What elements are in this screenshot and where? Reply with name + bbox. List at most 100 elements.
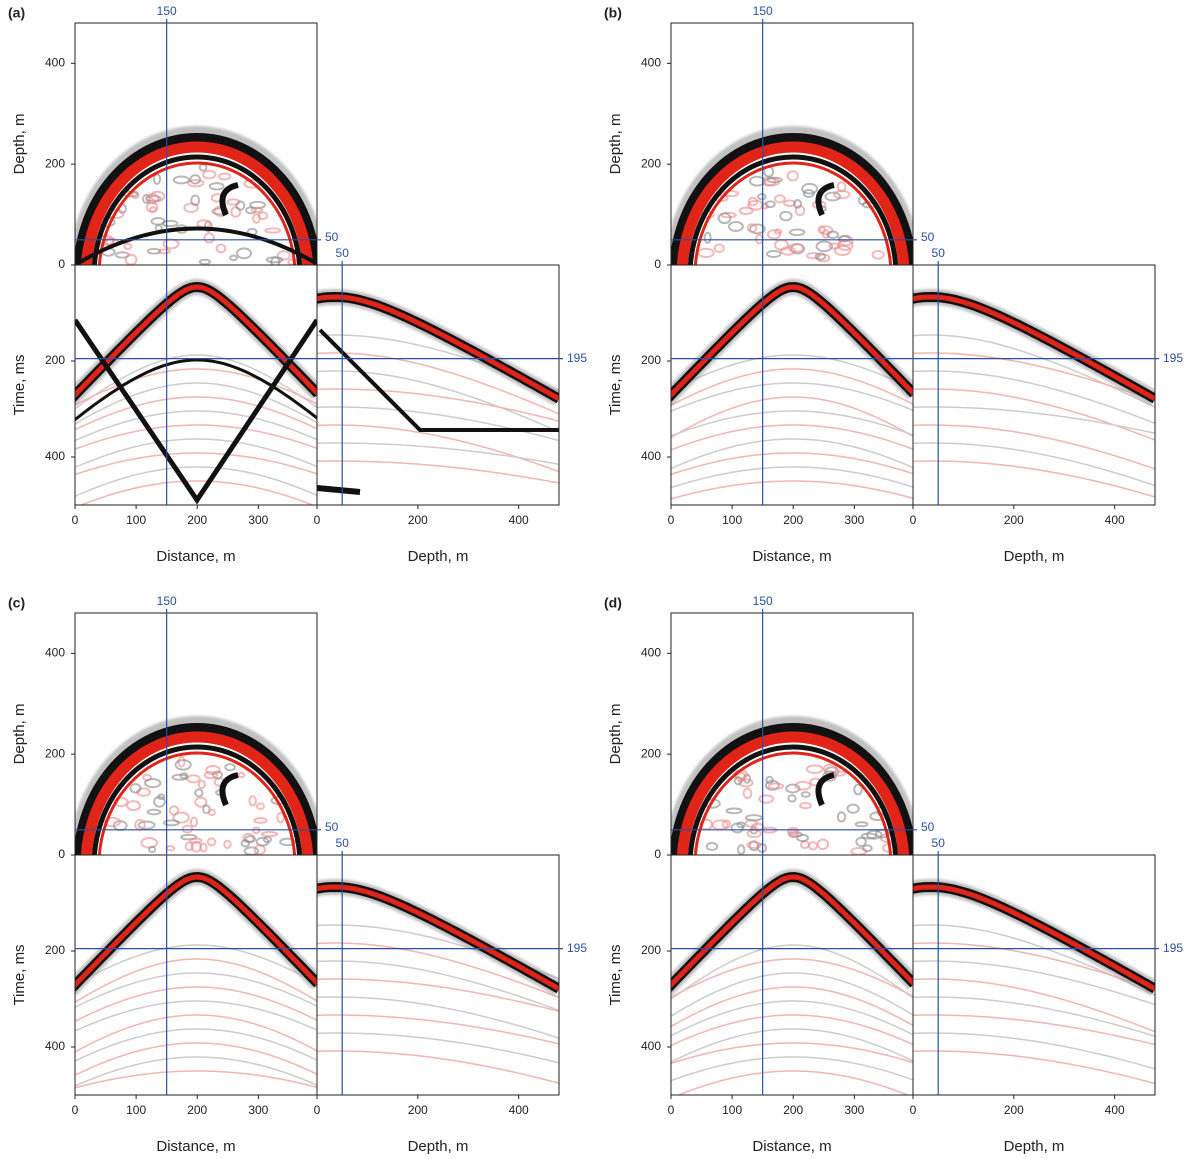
- reflector: [913, 460, 1155, 498]
- texture: [717, 212, 732, 225]
- texture: [235, 247, 253, 260]
- texture: [168, 805, 180, 816]
- texture: [197, 779, 206, 790]
- texture: [137, 820, 156, 830]
- reflector: [671, 284, 913, 399]
- y-tick-label: 200: [641, 353, 661, 367]
- reflector: [913, 352, 1155, 402]
- texture: [237, 771, 246, 779]
- crosshair-label: 150: [157, 4, 177, 18]
- reflector: [913, 406, 1155, 434]
- reflector: [671, 1056, 913, 1082]
- texture: [805, 764, 824, 774]
- texture: [253, 816, 268, 824]
- reflector: [671, 368, 913, 407]
- texture: [779, 210, 793, 222]
- plot-frame: [316, 264, 560, 506]
- texture: [103, 816, 122, 828]
- reflector: [693, 751, 893, 855]
- x-tick-label: 300: [844, 1103, 864, 1117]
- texture: [199, 842, 208, 853]
- y-tick-label: 400: [45, 1039, 65, 1053]
- texture: [188, 837, 203, 844]
- reflector: [318, 328, 559, 432]
- x-axis-label: Distance, m: [156, 1138, 235, 1155]
- texture: [749, 223, 766, 235]
- texture: [146, 247, 162, 255]
- texture: [747, 196, 758, 207]
- reflector: [97, 161, 297, 265]
- texture: [255, 836, 270, 847]
- texture: [730, 822, 745, 834]
- texture: [725, 807, 743, 815]
- reflector: [75, 874, 317, 989]
- texture: [793, 199, 803, 209]
- panel: (c) 0 200 400 200 400 0 100 200 300 0 200 400 Depth, …: [8, 594, 587, 1155]
- panel: (a) 0 200 400 200 400 0 100 200 300 0 200 400 Depth, …: [8, 4, 587, 565]
- y-tick-label: 400: [641, 449, 661, 463]
- reflector: [317, 294, 559, 401]
- reflector: [75, 382, 317, 425]
- reflector: [671, 874, 913, 989]
- texture: [165, 845, 176, 852]
- crosshair-label: 150: [753, 594, 773, 608]
- texture: [727, 221, 744, 233]
- crosshair-label: 50: [921, 820, 935, 834]
- texture: [794, 780, 812, 791]
- texture: [256, 802, 265, 811]
- texture: [202, 169, 217, 180]
- reflector: [671, 1014, 913, 1047]
- reflector: [913, 996, 1155, 1038]
- reflector: [913, 388, 1155, 441]
- texture: [756, 193, 767, 201]
- crosshair-label: 195: [567, 351, 587, 365]
- x-tick-label: 100: [126, 1103, 146, 1117]
- y-tick-label: 200: [45, 156, 65, 170]
- seismic-image: [317, 288, 559, 495]
- y-tick-label: 0: [654, 847, 661, 861]
- texture: [180, 833, 198, 841]
- texture: [257, 211, 269, 221]
- seismic-image: [75, 868, 317, 1089]
- crosshair-label: 50: [932, 246, 946, 260]
- texture: [705, 841, 719, 851]
- texture: [140, 837, 159, 849]
- plot-frame: [912, 264, 1156, 506]
- texture: [194, 796, 208, 808]
- texture: [853, 783, 863, 796]
- reflector: [913, 294, 1155, 401]
- reflector: [317, 978, 559, 1013]
- texture: [786, 170, 799, 182]
- texture: [721, 819, 732, 829]
- texture: [264, 227, 282, 234]
- panel-label: (b): [604, 5, 622, 21]
- texture: [190, 194, 201, 207]
- panel: (b) 0 200 400 200 400 0 100 200 300 0 200 400 Depth, …: [604, 4, 1183, 565]
- texture: [722, 189, 740, 198]
- reflector: [219, 182, 239, 217]
- texture: [833, 244, 852, 256]
- texture: [276, 250, 291, 261]
- y-axis-label: Time, ms: [11, 944, 28, 1005]
- reflector: [75, 452, 317, 476]
- reflector: [317, 388, 559, 422]
- reflector: [75, 972, 317, 1009]
- x-tick-label: 200: [187, 513, 207, 527]
- reflector: [317, 1050, 559, 1085]
- texture: [146, 808, 162, 816]
- texture: [162, 238, 180, 250]
- reflector: [317, 884, 559, 991]
- texture: [276, 811, 285, 824]
- x-tick-label: 0: [668, 1103, 675, 1117]
- texture: [248, 795, 257, 807]
- reflector: [75, 466, 317, 498]
- texture: [212, 770, 223, 780]
- reflector: [671, 723, 913, 855]
- texture: [206, 837, 217, 847]
- reflector: [75, 723, 317, 855]
- reflector: [671, 972, 913, 1017]
- reflector: [75, 986, 317, 1023]
- y-tick-label: 0: [58, 257, 65, 271]
- x-tick-label: 100: [126, 513, 146, 527]
- x-tick-label: 200: [187, 1103, 207, 1117]
